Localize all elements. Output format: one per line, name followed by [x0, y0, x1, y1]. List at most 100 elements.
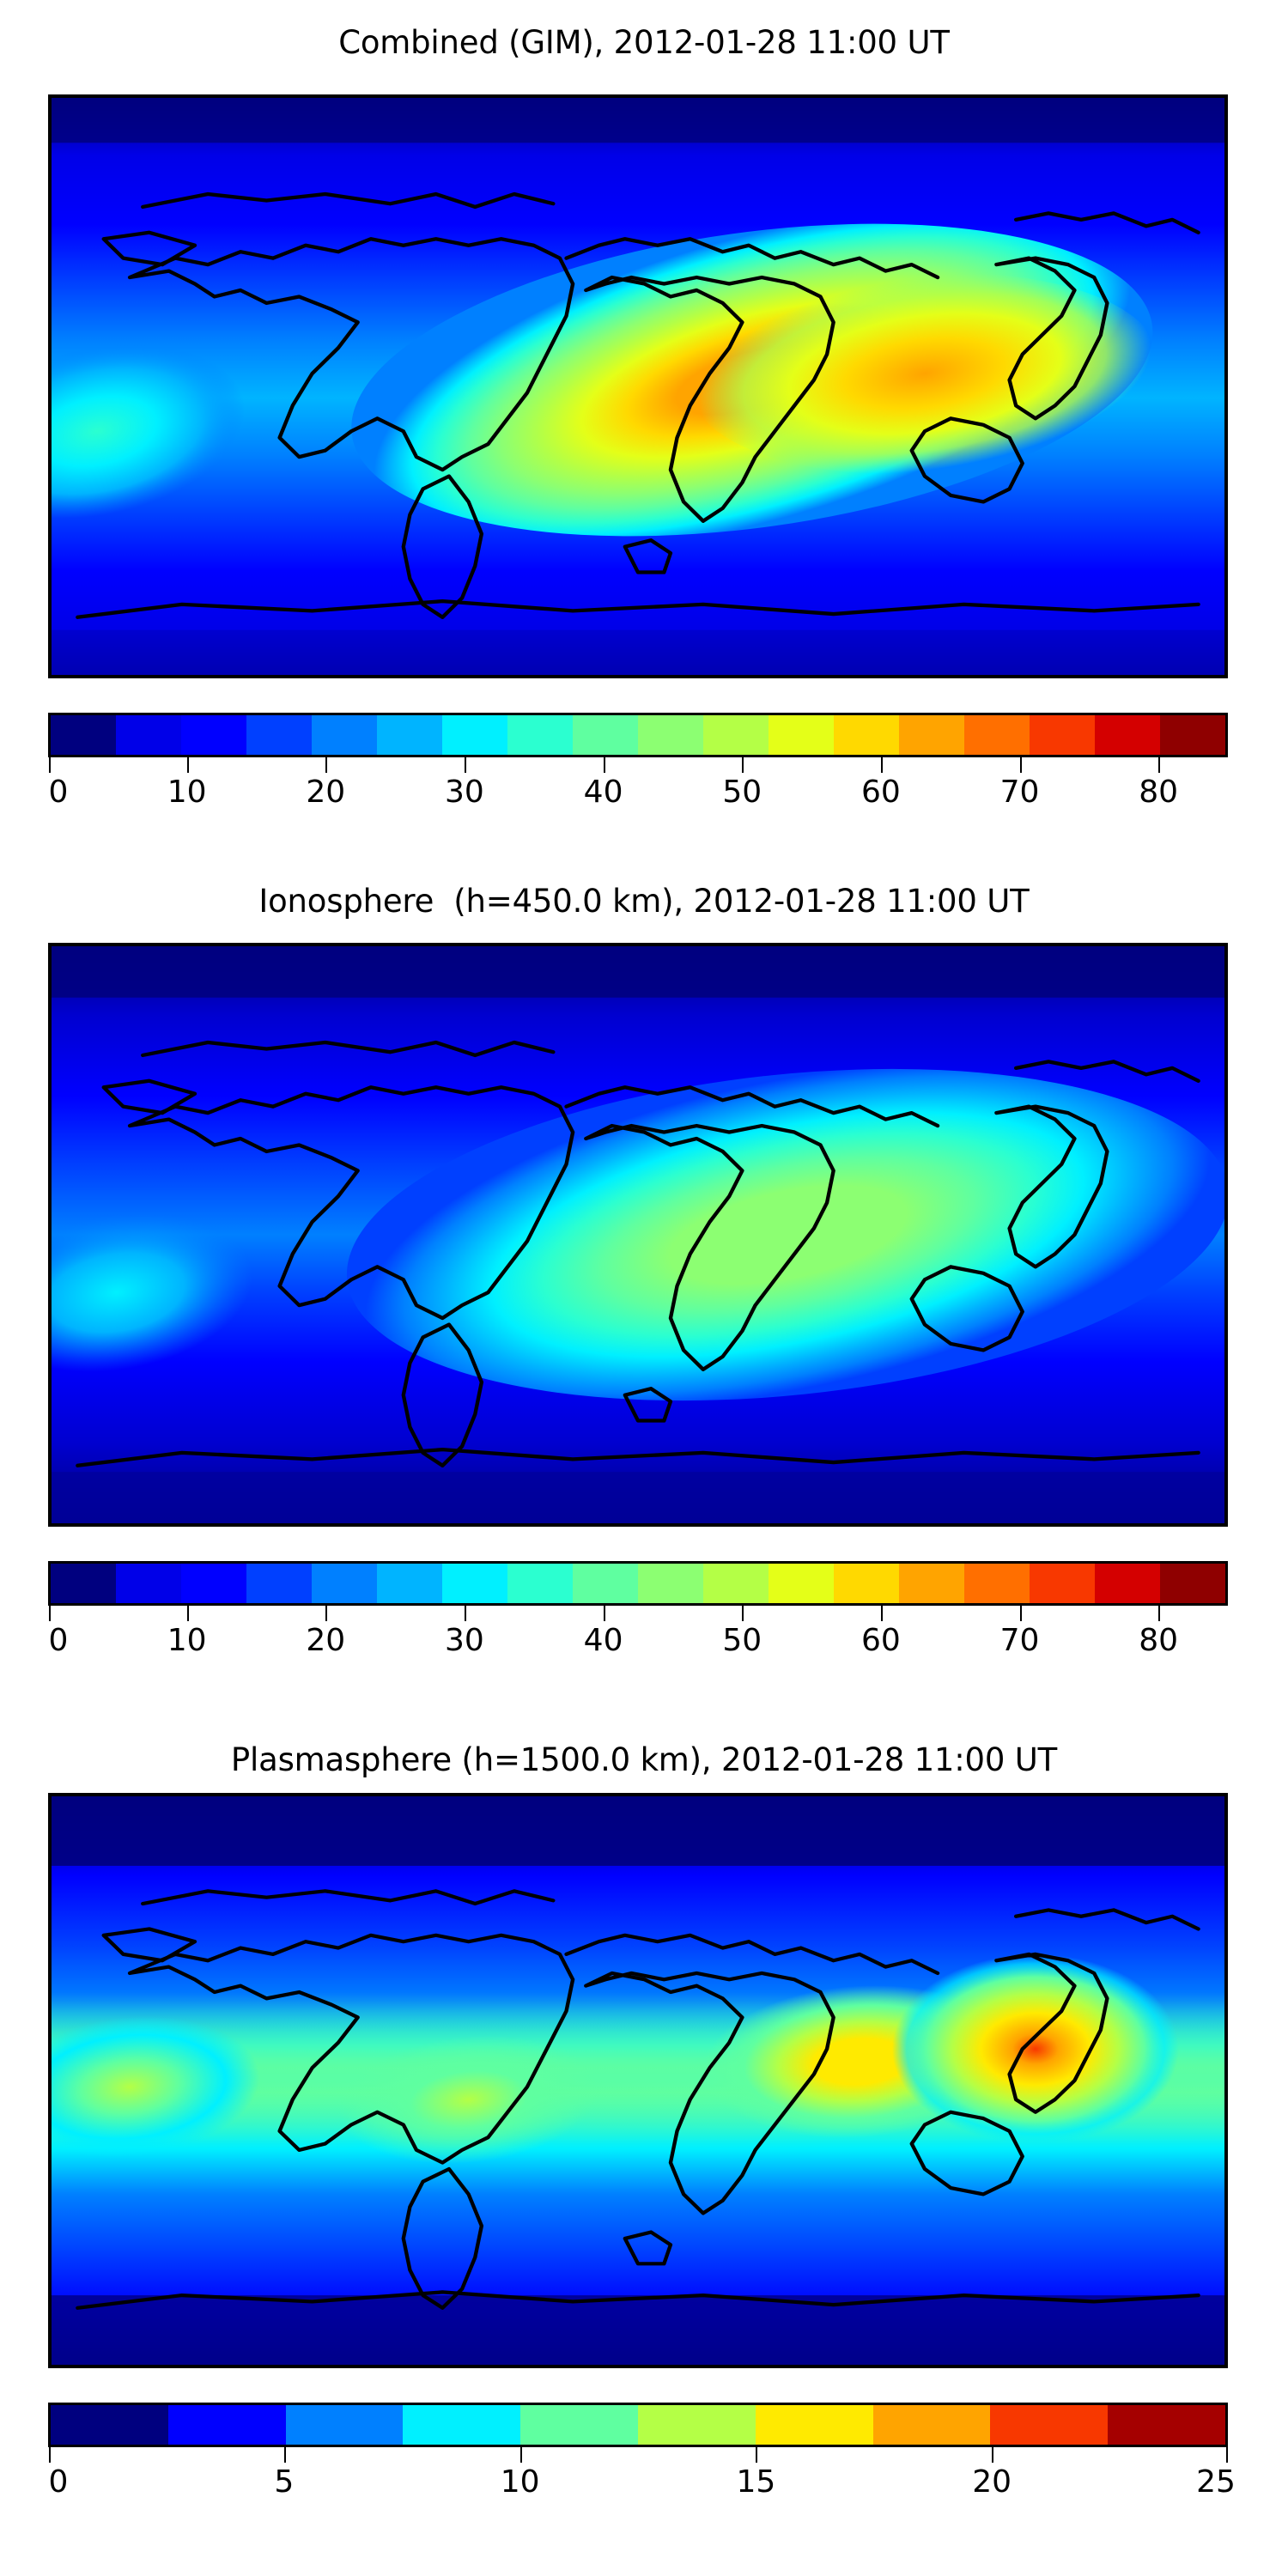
colorbar-tick	[1158, 757, 1161, 773]
colorbar-tick	[756, 2447, 758, 2463]
colorbar-tick-label: 60	[860, 775, 901, 810]
colorbar-tick	[49, 1606, 51, 1621]
colorbar-tick	[1158, 1606, 1161, 1621]
panel-title-combined: Combined (GIM), 2012-01-28 11:00 UT	[338, 24, 950, 61]
colorbar-tick-label: 20	[306, 1623, 346, 1658]
colorbar-plasmasphere-bar	[48, 2403, 1228, 2447]
colorbar-segment-15	[1030, 715, 1095, 755]
colorbar-tick	[1019, 1606, 1022, 1621]
colorbar-segment-5	[377, 715, 442, 755]
colorbar-segment-2	[181, 1564, 246, 1603]
colorbar-tick	[1226, 2447, 1228, 2463]
colorbar-tick	[186, 757, 189, 773]
colorbar-segment-2	[285, 2405, 404, 2445]
colorbar-tick-label: 5	[274, 2464, 295, 2500]
colorbar-tick	[325, 1606, 328, 1621]
colorbar-tick	[880, 1606, 883, 1621]
colorbar-tick	[464, 757, 466, 773]
colorbar-tick	[519, 2447, 522, 2463]
colorbar-segment-12	[834, 1564, 899, 1603]
colorbar-combined-labels: 0 10 20 30 40 50 60 70 80	[48, 775, 1228, 817]
colorbar-segment-9	[1108, 2405, 1225, 2445]
colorbar-segment-4	[312, 1564, 377, 1603]
colorbar-tick-label: 20	[306, 775, 346, 810]
colorbar-segment-14	[964, 715, 1030, 755]
colorbar-ionosphere-labels: 0 10 20 30 40 50 60 70 80	[48, 1623, 1228, 1666]
colorbar-segment-16	[1095, 715, 1160, 755]
colorbar-segment-8	[573, 1564, 638, 1603]
colorbar-tick	[49, 757, 51, 773]
colorbar-segment-3	[246, 715, 312, 755]
colorbar-tick	[186, 1606, 189, 1621]
panel-title-ionosphere: Ionosphere (h=450.0 km), 2012-01-28 11:0…	[258, 883, 1030, 920]
colorbar-tick-label: 0	[48, 775, 69, 810]
colorbar-ionosphere-bar	[48, 1561, 1228, 1606]
colorbar-segment-3	[403, 2405, 521, 2445]
colorbar-segment-5	[637, 2405, 756, 2445]
colorbar-plasmasphere-labels: 0 5 10 15 20 25	[48, 2464, 1236, 2507]
map-plasmasphere	[48, 1793, 1228, 2368]
colorbar-tick-label: 10	[500, 2464, 540, 2500]
colorbar-segment-1	[116, 1564, 181, 1603]
colorbar-segment-0	[51, 2405, 168, 2445]
colorbar-segment-7	[872, 2405, 991, 2445]
colorbar-segment-11	[769, 715, 834, 755]
colorbar-tick	[603, 757, 605, 773]
colorbar-tick-label: 70	[999, 775, 1040, 810]
colorbar-ionosphere-ticks	[48, 1606, 1228, 1623]
colorbar-combined-bar	[48, 713, 1228, 757]
colorbar-segment-10	[703, 1564, 769, 1603]
colorbar-combined: 0 10 20 30 40 50 60 70 80	[48, 713, 1228, 817]
colorbar-segment-6	[442, 1564, 507, 1603]
colorbar-tick	[880, 757, 883, 773]
colorbar-segment-3	[246, 1564, 312, 1603]
colorbar-segment-9	[638, 1564, 703, 1603]
map-canvas-combined	[52, 98, 1224, 675]
colorbar-segment-13	[899, 1564, 964, 1603]
map-ionosphere	[48, 943, 1228, 1527]
colorbar-tick-label: 30	[445, 775, 484, 810]
colorbar-segment-10	[703, 715, 769, 755]
colorbar-segment-5	[377, 1564, 442, 1603]
colorbar-plasmasphere-ticks	[48, 2447, 1228, 2464]
colorbar-segment-17	[1160, 1564, 1225, 1603]
colorbar-tick	[742, 1606, 744, 1621]
colorbar-segment-0	[51, 715, 116, 755]
colorbar-tick-label: 30	[445, 1623, 484, 1658]
colorbar-tick-label: 40	[583, 775, 623, 810]
map-canvas-plasmasphere	[52, 1796, 1224, 2365]
colorbar-segment-8	[573, 715, 638, 755]
map-canvas-ionosphere	[52, 946, 1224, 1523]
colorbar-segment-13	[899, 715, 964, 755]
colorbar-segment-4	[520, 2405, 638, 2445]
colorbar-segment-12	[834, 715, 899, 755]
colorbar-tick	[283, 2447, 286, 2463]
colorbar-combined-ticks	[48, 757, 1228, 775]
colorbar-segment-4	[312, 715, 377, 755]
colorbar-tick-label: 70	[999, 1623, 1040, 1658]
colorbar-tick	[992, 2447, 994, 2463]
colorbar-segment-1	[167, 2405, 286, 2445]
colorbar-segment-15	[1030, 1564, 1095, 1603]
colorbar-segment-17	[1160, 715, 1225, 755]
colorbar-tick	[1019, 757, 1022, 773]
colorbar-tick-label: 60	[860, 1623, 901, 1658]
colorbar-tick-label: 10	[167, 1623, 207, 1658]
colorbar-segment-6	[755, 2405, 873, 2445]
panel-title-plasmasphere: Plasmasphere (h=1500.0 km), 2012-01-28 1…	[230, 1741, 1058, 1778]
colorbar-tick	[49, 2447, 51, 2463]
colorbar-segment-14	[964, 1564, 1030, 1603]
colorbar-tick-label: 50	[722, 1623, 762, 1658]
colorbar-plasmasphere: 0 5 10 15 20 25	[48, 2403, 1236, 2507]
colorbar-tick-label: 50	[722, 775, 762, 810]
colorbar-tick	[325, 757, 328, 773]
colorbar-tick-label: 25	[1196, 2464, 1236, 2500]
colorbar-tick-label: 40	[583, 1623, 623, 1658]
colorbar-segment-9	[638, 715, 703, 755]
colorbar-ionosphere: 0 10 20 30 40 50 60 70 80	[48, 1561, 1228, 1666]
colorbar-segment-16	[1095, 1564, 1160, 1603]
colorbar-segment-11	[769, 1564, 834, 1603]
colorbar-segment-7	[507, 715, 573, 755]
colorbar-segment-0	[51, 1564, 116, 1603]
